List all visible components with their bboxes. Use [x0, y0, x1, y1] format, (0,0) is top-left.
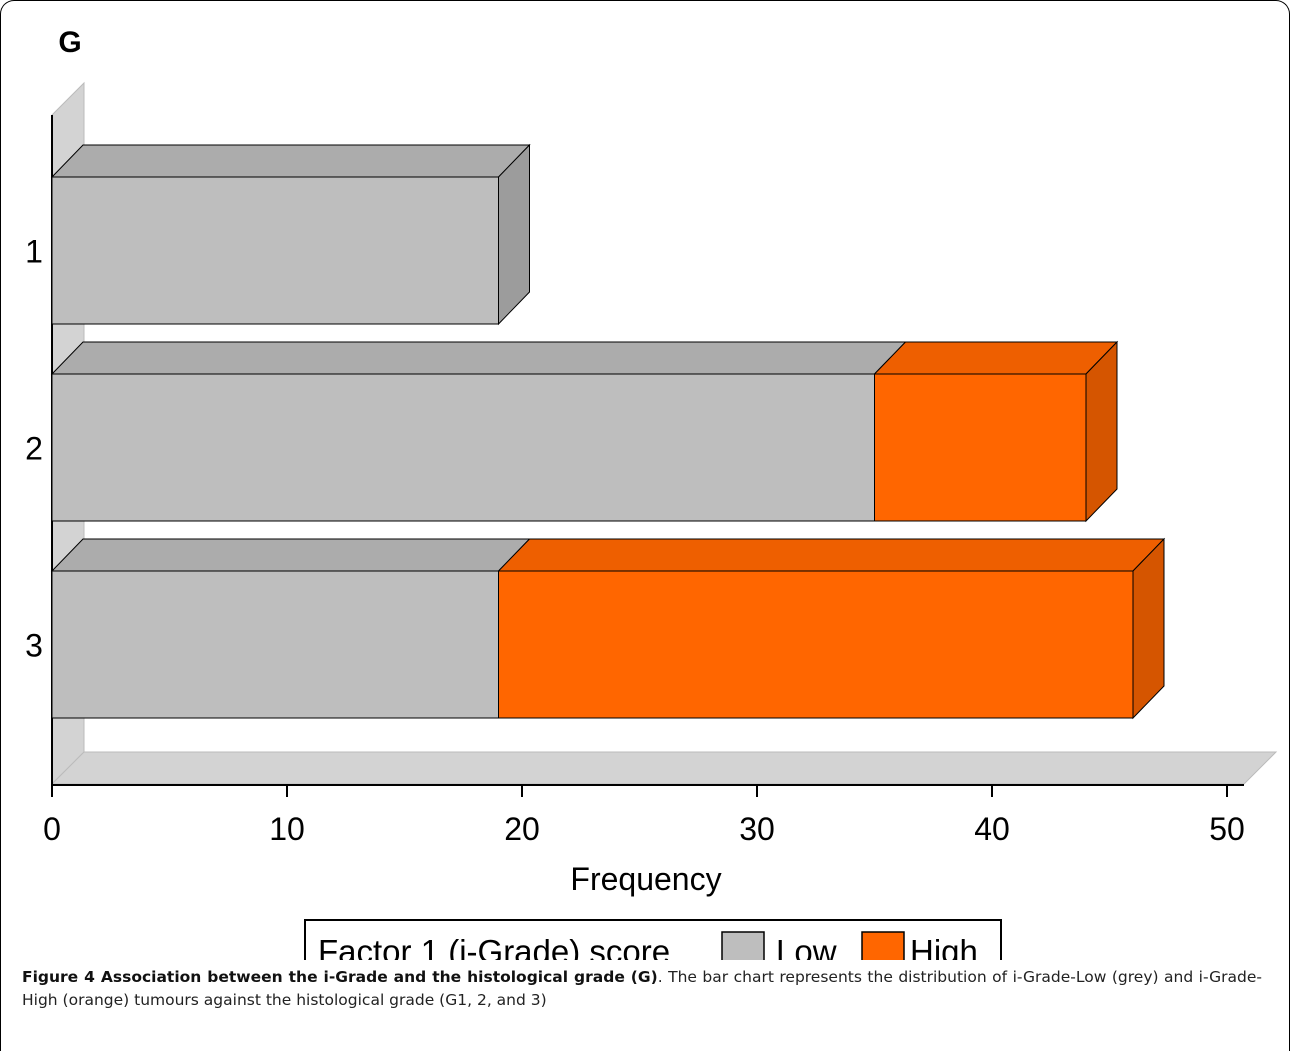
y-tick-label-3: 3 — [25, 628, 43, 664]
bar-side-g3 — [1132, 537, 1165, 720]
x-tick-label-50: 50 — [1209, 811, 1245, 847]
bar-top-g2-high — [873, 341, 1119, 375]
legend-swatch-low — [721, 931, 765, 960]
legend-swatch-high — [861, 931, 905, 960]
legend: Factor 1 (i-Grade) score Low High — [304, 919, 1002, 960]
bar-g3-low — [51, 570, 499, 719]
x-tick-label-0: 0 — [43, 811, 61, 847]
legend-label-high: High — [910, 933, 978, 960]
bar-g2-low — [51, 373, 875, 522]
y-tick-labels: 1 2 3 — [25, 234, 43, 664]
bar-top-g2-low — [50, 341, 907, 375]
floor — [50, 751, 1278, 785]
x-ticks: 0 10 20 30 40 50 — [43, 785, 1245, 847]
x-tick-label-40: 40 — [974, 811, 1010, 847]
bar-side-g1 — [498, 143, 530, 326]
legend-label-low: Low — [776, 933, 837, 960]
bar-g3-high — [498, 570, 1134, 719]
caption-text: . The bar chart represents the distribut… — [22, 968, 1263, 1009]
x-tick-label-30: 30 — [739, 811, 775, 847]
bar-top-g3-low — [50, 538, 531, 572]
bar-top-g1-low — [50, 144, 531, 178]
bar-top-g3-high — [497, 538, 1166, 572]
caption-label: Figure 4 Association between the i-Grade… — [22, 968, 658, 986]
y-tick-label-1: 1 — [25, 234, 43, 270]
y-axis-title: G — [58, 26, 81, 59]
bar-side-g2 — [1085, 340, 1118, 523]
x-tick-label-10: 10 — [269, 811, 305, 847]
bars-group — [50, 143, 1166, 720]
x-tick-label-20: 20 — [504, 811, 540, 847]
legend-title: Factor 1 (i-Grade) score — [318, 933, 670, 960]
bar-g2-high — [874, 373, 1087, 522]
y-tick-label-2: 2 — [25, 431, 43, 467]
x-axis-label: Frequency — [570, 861, 721, 897]
bar-g1-low — [51, 176, 499, 325]
bar-chart: G 1 2 3 0 10 20 30 40 50 Frequency Factor 1 (i-… — [25, 26, 1278, 960]
figure-caption: Figure 4 Association between the i-Grade… — [22, 966, 1262, 1012]
